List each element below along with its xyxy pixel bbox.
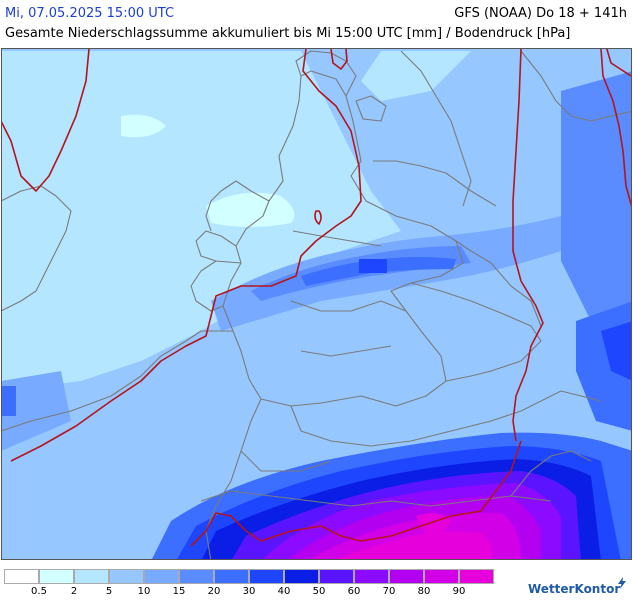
legend-label-6: 20 [207, 586, 221, 597]
field-east-spot [601, 321, 631, 381]
inner-states-1 [292, 230, 382, 247]
legend-swatch-8 [284, 569, 319, 584]
wetterkontor-logo[interactable]: WetterKontor [528, 582, 621, 596]
isobar-central [10, 49, 362, 462]
field-lightest-2 [121, 114, 166, 138]
border-poland [455, 240, 542, 327]
legend-label-1: 0.5 [31, 586, 47, 597]
model-run-info: GFS (NOAA) Do 18 + 141h [454, 6, 627, 21]
legend-swatch-9 [319, 569, 354, 584]
field-south-90 [336, 531, 493, 559]
legend-label-11: 70 [382, 586, 396, 597]
isobar-north-loop [330, 49, 348, 70]
field-west-dark [2, 371, 71, 451]
border-swiss [240, 398, 332, 472]
precipitation-legend: 0.5 2 5 10 15 20 30 40 50 60 70 80 90 [4, 569, 504, 599]
legend-swatch-3 [109, 569, 144, 584]
header: Mi, 07.05.2025 15:00 UTC GFS (NOAA) Do 1… [0, 0, 633, 48]
legend-swatch-2 [74, 569, 109, 584]
legend-swatch-0 [4, 569, 39, 584]
legend-swatch-12 [424, 569, 459, 584]
border-slovenia [510, 450, 592, 497]
legend-label-8: 40 [277, 586, 291, 597]
legend-label-2: 2 [70, 586, 78, 597]
legend-swatch-4 [144, 569, 179, 584]
legend-label-12: 80 [417, 586, 431, 597]
coast-north-sea [205, 180, 270, 232]
field-west-spot [2, 386, 16, 416]
field-lightest [206, 192, 295, 227]
legend-swatch-7 [249, 569, 284, 584]
isobar-small-loop [314, 210, 322, 225]
legend-label-9: 50 [312, 586, 326, 597]
field-light-west [2, 51, 401, 391]
border-france [2, 330, 233, 432]
coast-denmark-islands [355, 95, 387, 122]
border-czech [410, 282, 542, 382]
inner-states-3 [300, 345, 392, 357]
legend-label-13: 90 [452, 586, 466, 597]
coast-scandinavia [400, 50, 472, 207]
isobar-south [190, 440, 522, 547]
isobar-far-east [600, 49, 631, 207]
legend-label-3: 5 [105, 586, 113, 597]
field-light-north [361, 51, 471, 101]
legend-label-4: 10 [137, 586, 151, 597]
legend-label-5: 15 [172, 586, 186, 597]
legend-swatch-11 [389, 569, 424, 584]
map-canvas [2, 49, 631, 559]
legend-swatch-13 [459, 569, 494, 584]
field-east-dark [561, 71, 631, 321]
precipitation-map [1, 48, 632, 560]
legend-label-7: 30 [242, 586, 256, 597]
isobar-east [512, 49, 544, 442]
coast-baltic [373, 160, 497, 207]
legend-swatch-10 [354, 569, 389, 584]
border-austria [290, 390, 602, 447]
border-netherlands [195, 230, 237, 262]
isobars [2, 49, 631, 547]
legend-swatch-1 [39, 569, 74, 584]
lightning-icon [618, 577, 626, 589]
isobar-west [2, 49, 90, 192]
border-italy [205, 450, 242, 559]
coast-uk [2, 185, 72, 312]
map-subtitle: Gesamte Niederschlagssumme akkumuliert b… [5, 26, 571, 41]
field-spot-1 [359, 259, 387, 273]
coast-sweden [520, 50, 631, 122]
legend-label-10: 60 [347, 586, 361, 597]
isobar-se [606, 49, 631, 77]
valid-time: Mi, 07.05.2025 15:00 UTC [5, 6, 175, 21]
legend-swatch-6 [214, 569, 249, 584]
legend-swatch-5 [179, 569, 214, 584]
inner-states-2 [290, 300, 407, 312]
